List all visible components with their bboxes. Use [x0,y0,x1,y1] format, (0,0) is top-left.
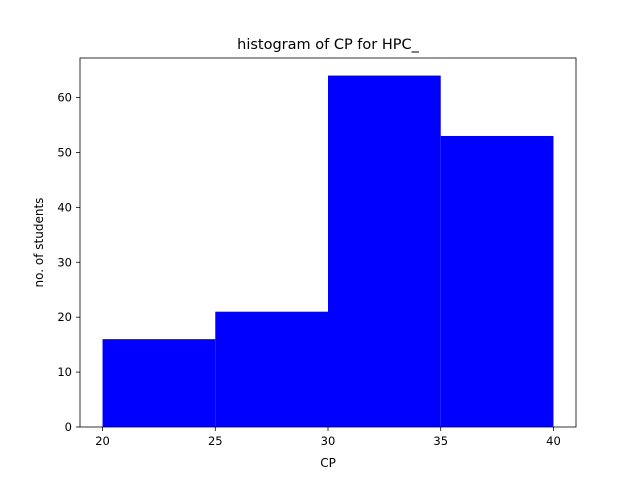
y-tick-label-5: 50 [57,145,72,159]
y-tick-label-6: 60 [57,91,72,105]
chart-title: histogram of CP for HPC_ [237,37,419,53]
histogram-bar-3 [440,135,554,428]
y-axis: 0 10 20 30 40 50 60 [57,91,80,434]
x-tick-label-4: 40 [546,434,561,448]
x-axis-label: CP [320,456,336,470]
histogram-bar-2 [328,75,441,428]
x-axis: 20 25 30 35 40 [95,427,561,448]
x-tick-label-3: 35 [433,434,448,448]
y-tick-label-0: 0 [65,420,72,434]
y-tick-label-4: 40 [57,200,72,214]
y-tick-label-1: 10 [57,365,72,379]
y-tick-label-2: 20 [57,310,72,324]
y-axis-label: no. of students [32,198,46,288]
histogram-bar-0 [102,339,216,427]
histogram-bar-1 [215,311,328,427]
x-tick-label-0: 20 [95,434,110,448]
bars [102,75,554,428]
x-tick-label-1: 25 [208,434,223,448]
y-tick-label-3: 30 [57,255,72,269]
x-tick-label-2: 30 [321,434,336,448]
